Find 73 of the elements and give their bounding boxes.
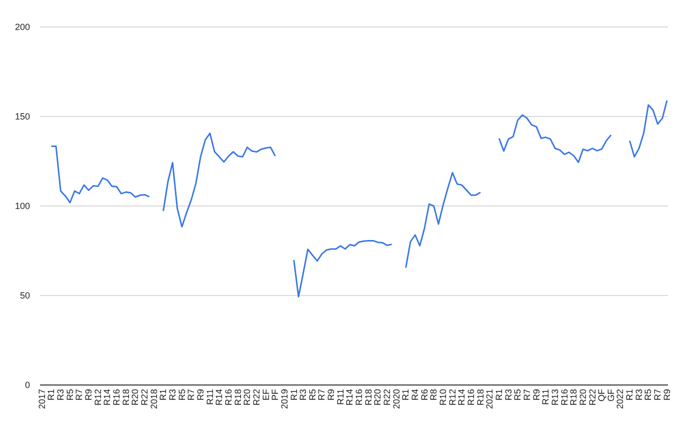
x-tick-label: R3 — [167, 389, 178, 401]
y-tick-label: 200 — [14, 22, 30, 32]
x-tick-label: R5 — [512, 389, 523, 401]
x-tick-label: R12 — [447, 389, 458, 406]
x-tick-label: R7 — [74, 389, 84, 401]
y-tick-label: 100 — [14, 200, 30, 211]
x-tick-label: R22 — [587, 389, 598, 406]
x-tick-label: R3 — [56, 389, 66, 401]
x-tick-label: R16 — [112, 389, 122, 406]
x-tick-label: GF — [606, 388, 616, 402]
x-tick-label: R7 — [316, 389, 327, 401]
x-tick-label: R14 — [102, 389, 112, 406]
x-tick-label: R11 — [540, 389, 551, 405]
x-tick-label: R9 — [531, 389, 542, 401]
x-tick-label: 2022 — [615, 389, 626, 410]
x-tick-label: R1 — [494, 389, 504, 401]
y-tick-label: 0 — [24, 380, 30, 390]
x-tick-label: R18 — [363, 389, 374, 406]
x-tick-label: R7 — [652, 389, 663, 401]
x-tick-label: R3 — [634, 389, 644, 401]
x-tick-label: QF — [596, 388, 607, 402]
x-tick-label: R6 — [419, 389, 430, 401]
x-tick-label: R16 — [354, 389, 364, 406]
y-tick-label: 50 — [20, 290, 30, 300]
x-tick-label: R8 — [428, 389, 439, 401]
x-tick-label: R12 — [92, 389, 103, 406]
x-tick-label: R9 — [84, 389, 94, 401]
x-tick-label: R9 — [662, 389, 672, 401]
x-tick-label: R1 — [288, 389, 299, 401]
x-tick-label: R5 — [176, 389, 187, 401]
x-tick-label: R20 — [242, 389, 252, 406]
x-tick-label: 2020 — [391, 389, 402, 410]
x-tick-label: R16 — [223, 389, 234, 406]
x-tick-label: R1 — [400, 389, 411, 401]
x-tick-label: 2019 — [279, 389, 290, 410]
x-tick-label: PF — [270, 388, 280, 401]
x-tick-label: R18 — [568, 389, 579, 406]
x-tick-label: R7 — [186, 389, 196, 401]
x-tick-label: R18 — [475, 389, 486, 406]
x-tick-label: R16 — [559, 389, 570, 406]
x-tick-label: R14 — [456, 389, 467, 406]
x-tick-label: R3 — [298, 389, 308, 401]
x-tick-label: R22 — [251, 389, 262, 406]
x-tick-label: R9 — [195, 389, 206, 401]
x-tick-label: R13 — [550, 389, 560, 406]
x-tick-label: R14 — [344, 389, 355, 406]
x-tick-label: R10 — [438, 389, 448, 406]
x-tick-label: R20 — [130, 389, 140, 406]
x-tick-label: R7 — [522, 389, 532, 401]
x-tick-label: R11 — [204, 389, 215, 405]
x-tick-label: R5 — [643, 389, 654, 401]
y-tick-label: 150 — [14, 111, 30, 122]
x-tick-label: R5 — [64, 389, 75, 401]
x-tick-label: R22 — [382, 389, 392, 406]
x-tick-label: 2018 — [148, 389, 159, 410]
x-tick-label: R1 — [46, 389, 56, 401]
x-tick-label: EF — [260, 388, 271, 401]
x-tick-label: R1 — [158, 389, 168, 401]
x-tick-label: R22 — [139, 389, 150, 406]
x-tick-label: R20 — [578, 389, 588, 406]
x-tick-label: R1 — [624, 389, 635, 401]
x-tick-label: 2017 — [36, 389, 47, 410]
x-tick-label: R5 — [307, 389, 318, 401]
x-tick-label: R14 — [214, 389, 224, 406]
x-tick-label: R11 — [335, 389, 346, 405]
x-tick-label: R9 — [326, 389, 336, 401]
x-tick-label: R18 — [232, 389, 243, 406]
x-tick-label: R3 — [503, 389, 514, 401]
x-tick-label: R16 — [466, 389, 476, 406]
x-tick-label: 2021 — [484, 389, 495, 410]
x-tick-label: R4 — [410, 389, 420, 401]
x-tick-label: R18 — [120, 389, 131, 406]
x-tick-label: R20 — [372, 389, 383, 406]
